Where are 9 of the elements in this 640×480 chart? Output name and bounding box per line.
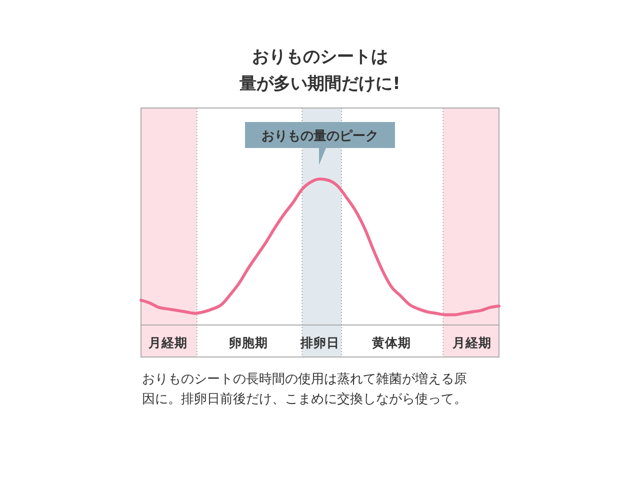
x-tick-label: 排卵日	[300, 335, 340, 350]
chart-title: おりものシートは	[252, 47, 388, 67]
x-tick-label: 月経期	[147, 335, 188, 350]
text: おりものシートの長時間の使用は蒸れて雑菌が増える原因に。排卵日前後だけ、こまめに交換しながら使って。	[142, 371, 467, 407]
chart-subtitle: 量が多い期間だけに!	[238, 74, 400, 94]
annotation: おりもの量のピーク	[262, 129, 378, 144]
x-tick-label: 月経期	[452, 335, 492, 350]
x-tick-label: 卵胞期	[228, 335, 268, 350]
x-tick-label: 黄体期	[371, 335, 412, 350]
